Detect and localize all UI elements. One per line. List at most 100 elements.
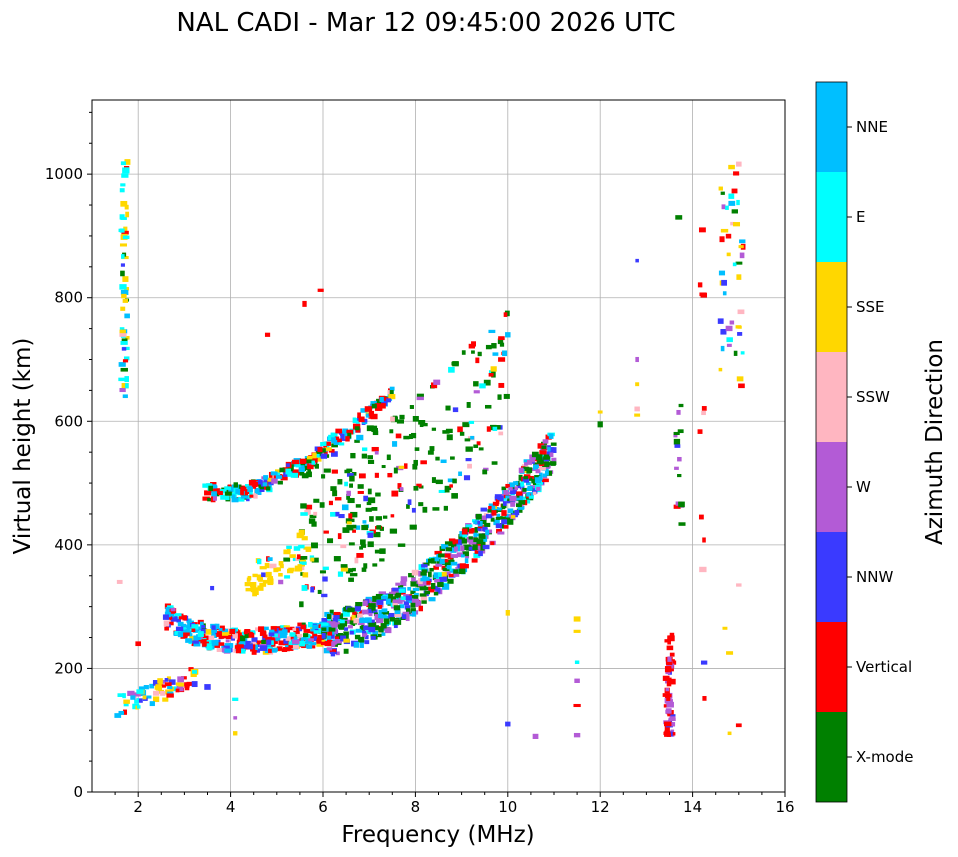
echo-point xyxy=(526,492,531,497)
echo-point xyxy=(357,412,361,419)
echo-point xyxy=(510,488,517,495)
echo-point xyxy=(123,702,129,707)
echo-point xyxy=(674,444,681,448)
colorbar-label-x-mode: X-mode xyxy=(856,748,913,766)
echo-point xyxy=(367,497,376,504)
echo-point xyxy=(127,690,135,696)
echo-point xyxy=(360,539,366,545)
echo-point xyxy=(205,629,212,635)
echo-point xyxy=(702,537,706,543)
echo-point xyxy=(541,445,547,450)
echo-point xyxy=(374,472,379,478)
echo-point xyxy=(153,690,160,696)
echo-point xyxy=(479,383,486,389)
echo-point xyxy=(491,505,496,511)
echo-point xyxy=(153,696,160,703)
echo-point xyxy=(722,626,728,630)
echo-point xyxy=(405,595,412,601)
echo-point xyxy=(204,490,212,496)
echo-point xyxy=(404,605,411,610)
echo-point xyxy=(725,325,733,332)
echo-point xyxy=(375,593,384,600)
echo-point xyxy=(367,459,375,464)
echo-point xyxy=(487,509,495,513)
echo-point xyxy=(311,542,318,549)
echo-point xyxy=(458,471,463,477)
echo-point xyxy=(293,546,301,551)
echo-point xyxy=(721,279,728,286)
echo-point xyxy=(377,605,383,609)
echo-point xyxy=(136,689,144,694)
echo-point xyxy=(677,473,682,478)
echo-point xyxy=(464,558,469,564)
echo-point xyxy=(597,410,603,414)
echo-point xyxy=(478,533,486,539)
echo-point xyxy=(444,562,451,567)
echo-point xyxy=(379,558,385,562)
echo-point xyxy=(396,599,403,604)
echo-point xyxy=(343,627,349,631)
echo-point xyxy=(372,595,377,602)
echo-point xyxy=(666,696,671,701)
echo-point xyxy=(505,332,511,338)
echo-point xyxy=(433,572,439,579)
echo-point xyxy=(244,629,251,633)
echo-point xyxy=(320,641,325,646)
echo-point xyxy=(321,632,326,639)
echo-point xyxy=(301,536,308,541)
echo-point xyxy=(120,200,128,207)
echo-point xyxy=(124,159,131,165)
echo-point xyxy=(249,491,253,496)
echo-point xyxy=(477,351,482,357)
echo-point xyxy=(548,433,554,439)
echo-point xyxy=(499,342,505,347)
echo-point xyxy=(502,501,507,506)
echo-point xyxy=(441,571,447,577)
echo-point xyxy=(372,630,378,637)
echo-point xyxy=(270,635,277,642)
echo-point xyxy=(393,619,402,625)
echo-point xyxy=(206,639,214,646)
echo-point xyxy=(251,649,257,655)
echo-point xyxy=(739,239,746,244)
echo-point xyxy=(729,320,735,325)
echo-point xyxy=(178,613,184,620)
echo-point xyxy=(439,576,443,583)
echo-point xyxy=(319,570,326,574)
echo-point xyxy=(358,416,365,423)
echo-point xyxy=(498,382,505,388)
echo-point xyxy=(177,621,184,627)
echo-point xyxy=(275,637,281,642)
echo-point xyxy=(465,446,473,452)
echo-point xyxy=(460,545,465,552)
echo-point xyxy=(490,366,497,372)
echo-point xyxy=(235,488,240,494)
echo-point xyxy=(193,635,199,641)
echo-point xyxy=(664,639,668,643)
echo-point xyxy=(456,552,463,558)
colorbar: X-mode Vertical NNW W SSW SSE E NNE xyxy=(815,81,913,803)
echo-point xyxy=(287,646,294,651)
echo-point xyxy=(224,648,232,653)
echo-point xyxy=(123,699,130,704)
echo-point xyxy=(410,432,417,439)
echo-point xyxy=(241,492,249,497)
echo-point xyxy=(381,400,388,406)
echo-point xyxy=(310,557,315,562)
echo-point xyxy=(737,325,742,329)
echo-point xyxy=(423,562,430,566)
echo-point xyxy=(295,626,303,632)
echo-point xyxy=(211,491,217,497)
echo-point xyxy=(384,627,392,634)
echo-point xyxy=(490,541,495,546)
echo-point xyxy=(320,441,327,447)
echo-point xyxy=(257,585,264,591)
echo-point xyxy=(501,510,507,516)
echo-point xyxy=(257,558,262,565)
echo-point xyxy=(366,425,374,432)
echo-point xyxy=(179,629,185,633)
echo-point xyxy=(455,539,463,546)
echo-point xyxy=(537,443,545,449)
echo-point xyxy=(291,644,299,649)
echo-point xyxy=(416,483,422,488)
